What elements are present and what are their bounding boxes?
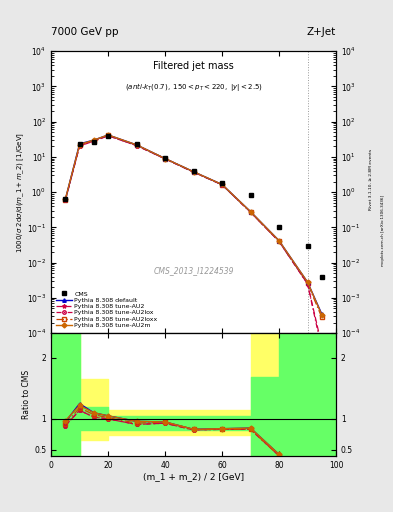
Pythia 8.308 tune-AU2loxx: [220, 182, 224, 188]
Pythia 8.308 tune-AU2lox: [92, 138, 96, 144]
Pythia 8.308 default: [63, 197, 68, 203]
Pythia 8.308 tune-AU2: [134, 142, 139, 148]
Pythia 8.308 tune-AU2lox: [63, 198, 68, 204]
Pythia 8.308 tune-AU2lox: [163, 156, 167, 162]
Pythia 8.308 tune-AU2loxx: [191, 169, 196, 175]
Pythia 8.308 tune-AU2: [220, 182, 224, 188]
Pythia 8.308 tune-AU2lox: [77, 143, 82, 149]
Text: Z+Jet: Z+Jet: [307, 27, 336, 37]
CMS: [305, 243, 310, 249]
Pythia 8.308 tune-AU2m: [320, 312, 324, 318]
Pythia 8.308 default: [106, 132, 110, 138]
Pythia 8.308 tune-AU2m: [63, 196, 68, 202]
Pythia 8.308 tune-AU2loxx: [134, 142, 139, 148]
CMS: [277, 224, 281, 230]
Pythia 8.308 tune-AU2m: [191, 168, 196, 175]
Pythia 8.308 tune-AU2lox: [305, 281, 310, 287]
Pythia 8.308 tune-AU2lox: [106, 133, 110, 139]
Pythia 8.308 tune-AU2loxx: [77, 142, 82, 148]
Pythia 8.308 tune-AU2: [163, 156, 167, 162]
Pythia 8.308 tune-AU2: [320, 342, 324, 348]
Pythia 8.308 default: [92, 137, 96, 143]
Pythia 8.308 default: [248, 208, 253, 215]
CMS: [92, 139, 96, 145]
Pythia 8.308 tune-AU2m: [220, 181, 224, 187]
Legend: CMS, Pythia 8.308 default, Pythia 8.308 tune-AU2, Pythia 8.308 tune-AU2lox, Pyth: CMS, Pythia 8.308 default, Pythia 8.308 …: [54, 289, 159, 330]
Pythia 8.308 default: [77, 141, 82, 147]
Pythia 8.308 tune-AU2loxx: [106, 132, 110, 138]
Pythia 8.308 tune-AU2: [63, 198, 68, 204]
Pythia 8.308 tune-AU2m: [92, 137, 96, 143]
Pythia 8.308 tune-AU2lox: [277, 239, 281, 245]
Text: CMS_2013_I1224539: CMS_2013_I1224539: [153, 267, 234, 275]
Pythia 8.308 tune-AU2lox: [248, 209, 253, 215]
Pythia 8.308 default: [220, 181, 224, 187]
Pythia 8.308 default: [277, 238, 281, 244]
Pythia 8.308 default: [305, 279, 310, 285]
Pythia 8.308 tune-AU2m: [305, 279, 310, 285]
Pythia 8.308 tune-AU2loxx: [320, 314, 324, 321]
CMS: [77, 141, 82, 147]
Pythia 8.308 tune-AU2m: [248, 208, 253, 215]
CMS: [163, 155, 167, 161]
Text: 7000 GeV pp: 7000 GeV pp: [51, 27, 119, 37]
Pythia 8.308 tune-AU2loxx: [163, 156, 167, 162]
Pythia 8.308 tune-AU2: [248, 209, 253, 215]
Pythia 8.308 tune-AU2m: [134, 142, 139, 148]
Pythia 8.308 tune-AU2lox: [220, 182, 224, 188]
CMS: [106, 133, 110, 139]
Pythia 8.308 tune-AU2m: [106, 132, 110, 138]
Pythia 8.308 tune-AU2: [106, 133, 110, 139]
Text: Rivet 3.1.10, ≥ 2.8M events: Rivet 3.1.10, ≥ 2.8M events: [369, 148, 373, 210]
Pythia 8.308 default: [191, 168, 196, 175]
Line: Pythia 8.308 tune-AU2lox: Pythia 8.308 tune-AU2lox: [64, 134, 323, 351]
Pythia 8.308 tune-AU2m: [77, 141, 82, 147]
Pythia 8.308 tune-AU2: [191, 169, 196, 175]
Pythia 8.308 tune-AU2: [92, 138, 96, 144]
CMS: [220, 180, 224, 186]
Pythia 8.308 tune-AU2: [277, 239, 281, 245]
CMS: [248, 191, 253, 198]
Pythia 8.308 tune-AU2lox: [134, 142, 139, 148]
Text: Filtered jet mass: Filtered jet mass: [153, 61, 234, 71]
Pythia 8.308 default: [134, 142, 139, 148]
Pythia 8.308 tune-AU2loxx: [305, 280, 310, 286]
CMS: [134, 141, 139, 147]
Pythia 8.308 tune-AU2m: [277, 238, 281, 244]
Pythia 8.308 tune-AU2loxx: [92, 138, 96, 144]
CMS: [191, 168, 196, 174]
Line: Pythia 8.308 tune-AU2loxx: Pythia 8.308 tune-AU2loxx: [64, 134, 323, 319]
Pythia 8.308 default: [163, 156, 167, 162]
Line: CMS: CMS: [63, 133, 324, 279]
Pythia 8.308 default: [320, 311, 324, 317]
Pythia 8.308 tune-AU2m: [163, 156, 167, 162]
Text: $(anti$-$k_T(0.7),\ 150<p_T<220,\ |y|<2.5)$: $(anti$-$k_T(0.7),\ 150<p_T<220,\ |y|<2.…: [125, 81, 263, 93]
Line: Pythia 8.308 default: Pythia 8.308 default: [64, 133, 323, 316]
Y-axis label: Ratio to CMS: Ratio to CMS: [22, 370, 31, 419]
CMS: [63, 196, 68, 202]
Text: mcplots.cern.ch [arXiv:1306.3436]: mcplots.cern.ch [arXiv:1306.3436]: [381, 195, 385, 266]
Pythia 8.308 tune-AU2: [305, 281, 310, 287]
Pythia 8.308 tune-AU2lox: [191, 169, 196, 175]
Pythia 8.308 tune-AU2loxx: [63, 197, 68, 203]
X-axis label: (m_1 + m_2) / 2 [GeV]: (m_1 + m_2) / 2 [GeV]: [143, 472, 244, 481]
Y-axis label: $1000/\sigma\ 2\mathrm{d}\sigma/\mathrm{d}(m\_1 + m\_2)\ [1/\mathrm{GeV}]$: $1000/\sigma\ 2\mathrm{d}\sigma/\mathrm{…: [15, 132, 26, 253]
Line: Pythia 8.308 tune-AU2m: Pythia 8.308 tune-AU2m: [64, 133, 323, 316]
CMS: [320, 273, 324, 280]
Pythia 8.308 tune-AU2loxx: [248, 209, 253, 215]
Line: Pythia 8.308 tune-AU2: Pythia 8.308 tune-AU2: [63, 134, 324, 348]
Pythia 8.308 tune-AU2lox: [320, 346, 324, 352]
Pythia 8.308 tune-AU2loxx: [277, 239, 281, 245]
Pythia 8.308 tune-AU2: [77, 143, 82, 149]
